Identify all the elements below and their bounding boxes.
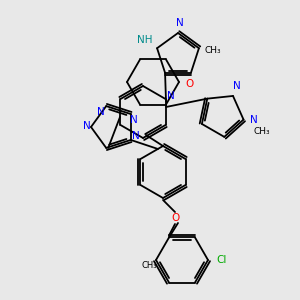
Text: N: N: [250, 115, 257, 124]
Text: N: N: [233, 81, 241, 91]
Text: CH₃: CH₃: [253, 127, 270, 136]
Text: NH: NH: [137, 35, 153, 45]
Text: N: N: [83, 121, 91, 131]
Text: N: N: [97, 107, 105, 117]
Text: N: N: [176, 18, 184, 28]
Text: CH₃: CH₃: [141, 262, 157, 271]
Text: N: N: [132, 131, 140, 141]
Text: O: O: [171, 213, 179, 223]
Text: N: N: [130, 115, 138, 125]
Text: Cl: Cl: [217, 255, 227, 265]
Text: CH₃: CH₃: [205, 46, 221, 55]
Text: O: O: [185, 79, 193, 89]
Text: N: N: [167, 91, 174, 101]
